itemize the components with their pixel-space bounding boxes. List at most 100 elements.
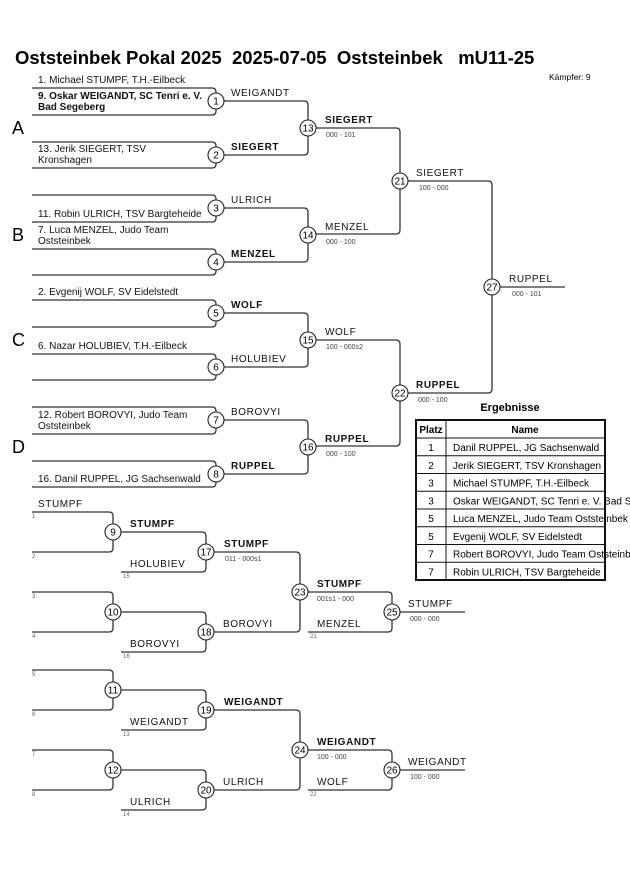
match-number-badge[interactable]: 17 xyxy=(197,543,215,561)
result-place: 5 xyxy=(428,514,434,525)
match-number-badge[interactable]: 9 xyxy=(104,523,122,541)
match-number-badge[interactable]: 20 xyxy=(197,781,215,799)
match-number-badge[interactable]: 5 xyxy=(207,304,225,322)
match-number-badge[interactable]: 27 xyxy=(483,278,501,296)
winner-name: RUPPEL xyxy=(325,434,369,445)
match-score: 100 - 000 xyxy=(410,774,440,781)
match-number-badge[interactable]: 13 xyxy=(299,119,317,137)
bracket-line xyxy=(316,127,401,235)
match-number-badge[interactable]: 21 xyxy=(391,172,409,190)
match-number-badge[interactable]: 4 xyxy=(207,253,225,271)
winner-name: WOLF xyxy=(325,327,356,338)
match-number: 21 xyxy=(394,177,406,188)
competitor-name: 7. Luca MENZEL, Judo Team Oststeinbek xyxy=(38,225,171,247)
match-number: 14 xyxy=(302,231,314,242)
competitor-name-line: Oststeinbek xyxy=(38,421,92,432)
match-number: 10 xyxy=(107,608,119,619)
header-place: Platz xyxy=(419,425,442,436)
match-number: 25 xyxy=(386,608,398,619)
winner-name: SIEGERT xyxy=(325,115,373,126)
result-place: 7 xyxy=(428,567,434,578)
match-number: 12 xyxy=(107,766,119,777)
result-place: 5 xyxy=(428,532,434,543)
match-circle xyxy=(291,583,309,601)
bracket-line xyxy=(32,299,217,328)
incoming-loser: HOLUBIEV xyxy=(130,559,185,570)
match-number: 24 xyxy=(294,746,306,757)
match-number-badge[interactable]: 3 xyxy=(207,199,225,217)
match-score: 011 - 000s1 xyxy=(225,556,262,563)
result-place: 2 xyxy=(428,461,434,472)
bracket-line xyxy=(32,591,114,633)
match-circle xyxy=(391,384,409,402)
match-number-badge[interactable]: 16 xyxy=(299,438,317,456)
match-number-badge[interactable]: 23 xyxy=(291,583,309,601)
competitor-name: 9. Oskar WEIGANDT, SC Tenri e. V. Bad Se… xyxy=(38,91,205,113)
match-number-badge[interactable]: 7 xyxy=(207,411,225,429)
match-score: 000 - 101 xyxy=(512,291,542,298)
match-number-badge[interactable]: 14 xyxy=(299,226,317,244)
match-circle xyxy=(299,226,317,244)
source-ref: 13 xyxy=(123,732,130,738)
match-number-badge[interactable]: 25 xyxy=(383,603,401,621)
match-score: 000 - 000 xyxy=(410,616,440,623)
result-row: 3 Oskar WEIGANDT, SC Tenri e. V. Bad Sege… xyxy=(428,496,630,507)
match-number-badge[interactable]: 6 xyxy=(207,358,225,376)
match-circle xyxy=(207,146,225,164)
result-place: 3 xyxy=(428,479,434,490)
winner-name: BOROVYI xyxy=(223,619,273,630)
match-number-badge[interactable]: 8 xyxy=(207,465,225,483)
match-number-badge[interactable]: 2 xyxy=(207,146,225,164)
match-circle xyxy=(207,304,225,322)
result-row: 5 Luca MENZEL, Judo Team Oststeinbek xyxy=(428,514,629,525)
match-circle xyxy=(197,623,215,641)
match-score: 100 - 000s2 xyxy=(326,344,363,351)
match-circle xyxy=(207,411,225,429)
match-number-badge[interactable]: 11 xyxy=(104,681,122,699)
match-number-badge[interactable]: 19 xyxy=(197,701,215,719)
match-score: 000 - 101 xyxy=(326,132,356,139)
match-number: 2 xyxy=(213,151,219,162)
match-number-badge[interactable]: 12 xyxy=(104,761,122,779)
bracket-line xyxy=(408,180,493,394)
match-circle xyxy=(104,523,122,541)
competitor-name: 12. Robert BOROVYI, Judo Team Oststeinbe… xyxy=(38,410,190,432)
result-place: 7 xyxy=(428,550,434,561)
match-circle xyxy=(207,358,225,376)
match-number-badge[interactable]: 18 xyxy=(197,623,215,641)
match-number: 8 xyxy=(213,470,219,481)
match-number: 6 xyxy=(213,363,219,374)
source-ref: 14 xyxy=(123,812,130,818)
match-number-badge[interactable]: 10 xyxy=(104,603,122,621)
page-title: Oststeinbek Pokal 2025 2025-07-05 Ostste… xyxy=(15,47,534,68)
result-name: Jerik SIEGERT, TSV Kronshagen xyxy=(453,461,601,472)
match-circle xyxy=(104,681,122,699)
match-score: 100 - 000 xyxy=(419,185,449,192)
source-ref: 4 xyxy=(32,634,36,640)
winner-name: STUMPF xyxy=(130,519,175,530)
source-ref: 22 xyxy=(310,792,317,798)
match-number-badge[interactable]: 22 xyxy=(391,384,409,402)
competitor-name-line: Kronshagen xyxy=(38,155,92,166)
incoming-loser: WEIGANDT xyxy=(130,717,189,728)
match-number: 7 xyxy=(213,416,219,427)
incoming-loser: BOROVYI xyxy=(130,639,180,650)
competitor-name-line: 9. Oskar WEIGANDT, SC Tenri e. V. xyxy=(38,91,205,102)
match-number: 22 xyxy=(394,389,406,400)
match-number-badge[interactable]: 26 xyxy=(383,761,401,779)
bronze-winner: STUMPF xyxy=(408,599,453,610)
match-score: 001s1 - 000 xyxy=(317,596,354,603)
match-circle xyxy=(391,172,409,190)
match-circle xyxy=(207,199,225,217)
match-number-badge[interactable]: 24 xyxy=(291,741,309,759)
match-number: 13 xyxy=(302,124,314,135)
result-row: 7 Robert BOROVYI, Judo Team Oststeinbek xyxy=(428,550,630,561)
winner-name: MENZEL xyxy=(231,249,276,260)
match-number-badge[interactable]: 1 xyxy=(207,92,225,110)
match-number-badge[interactable]: 15 xyxy=(299,331,317,349)
match-circle xyxy=(383,761,401,779)
bracket-line xyxy=(32,353,217,381)
winner-name: SIEGERT xyxy=(416,168,464,179)
winner-name: ULRICH xyxy=(223,777,264,788)
match-circle xyxy=(383,603,401,621)
